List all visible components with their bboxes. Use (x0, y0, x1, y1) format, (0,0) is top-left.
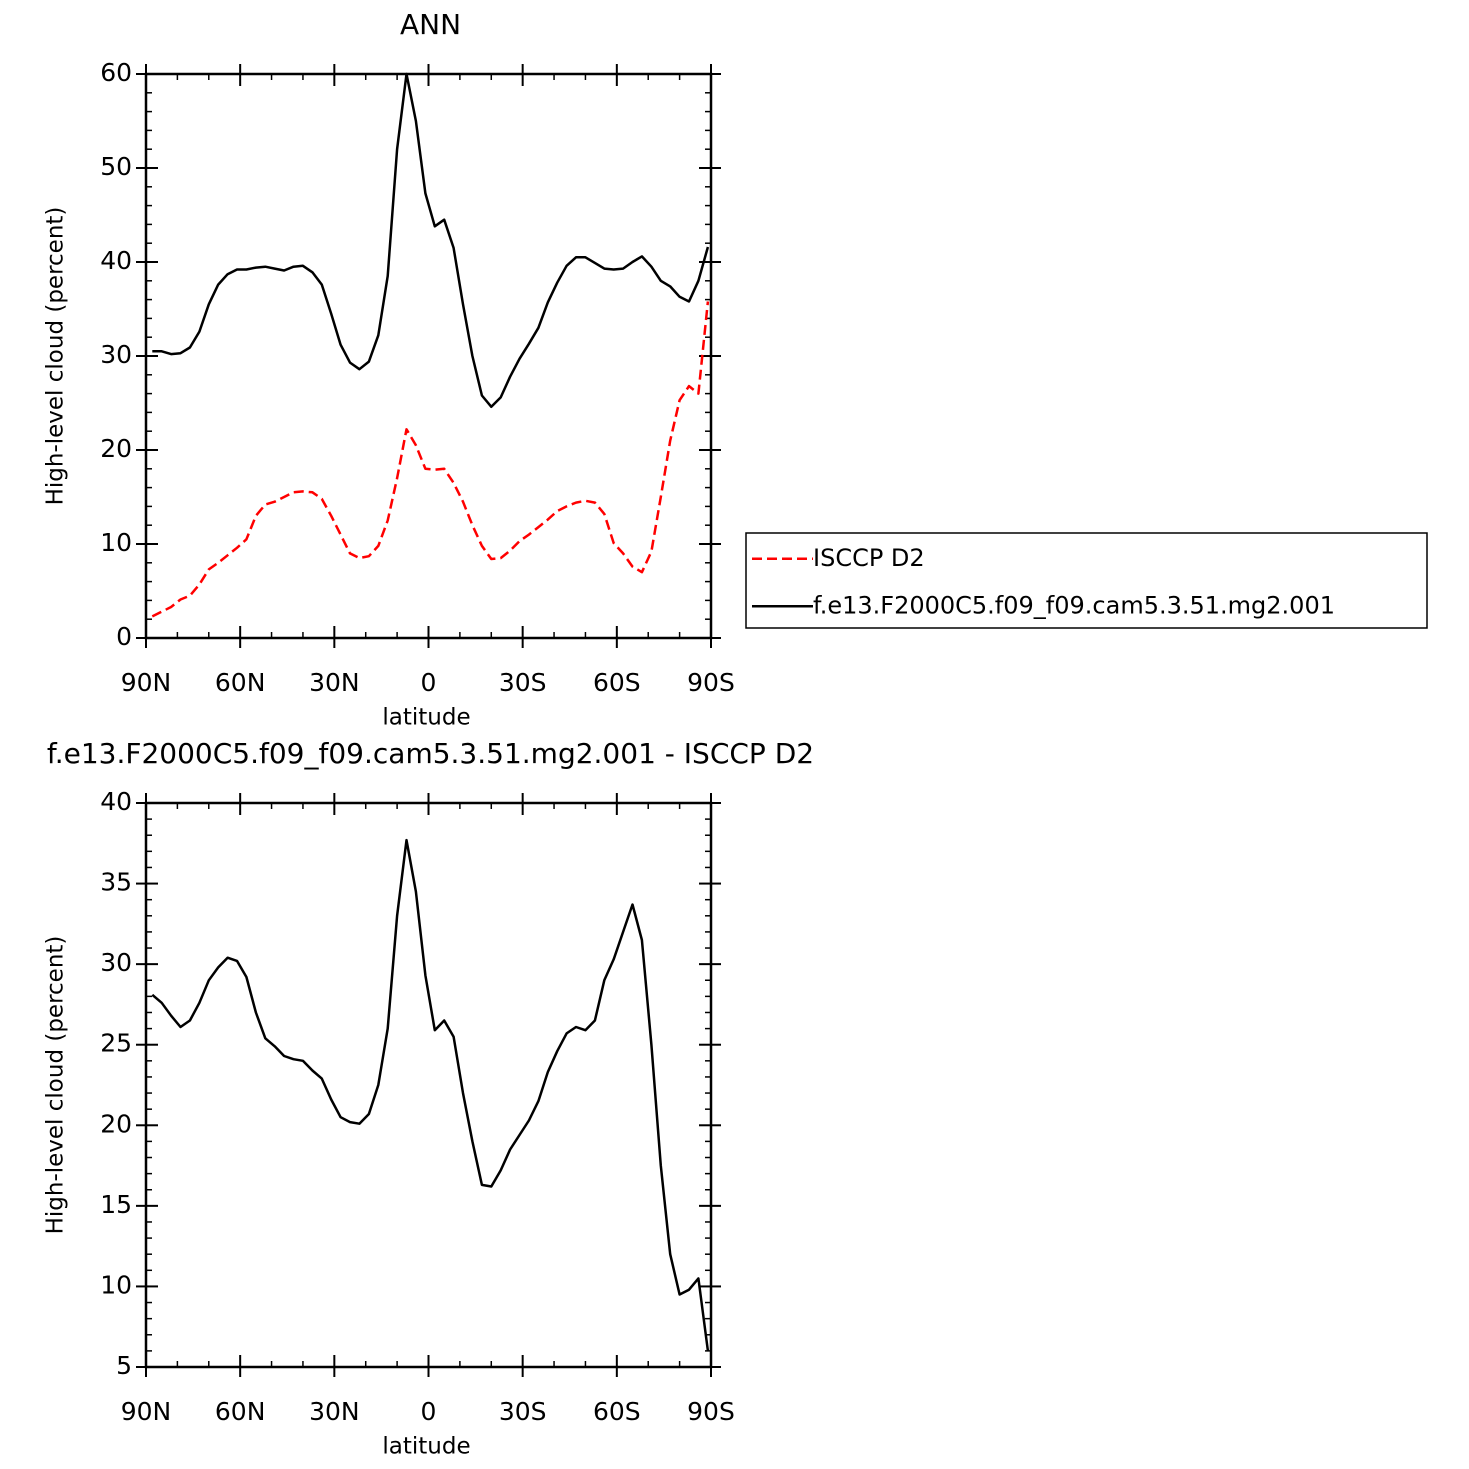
data-line (152, 72, 710, 409)
x-tick-label: 90S (687, 1397, 735, 1426)
legend-box (745, 532, 1428, 629)
y-tick-label: 15 (100, 1190, 132, 1219)
legend-label: f.e13.F2000C5.f09_f09.cam5.3.51.mg2.001 (813, 591, 1335, 619)
data-line (151, 838, 710, 1352)
y-tick-label: 5 (116, 1351, 132, 1380)
y-tick-label: 40 (100, 246, 132, 275)
x-tick-label: 60N (215, 1397, 266, 1426)
y-tick-label: 60 (100, 58, 132, 87)
y-tick-label: 25 (100, 1029, 132, 1058)
x-tick-label: 30S (499, 668, 547, 697)
x-tick-label: 90N (121, 1397, 172, 1426)
x-tick-label: 30S (499, 1397, 547, 1426)
y-tick-label: 30 (100, 948, 132, 977)
x-axis-label: latitude (382, 1434, 470, 1460)
legend-label: ISCCP D2 (813, 544, 925, 572)
x-tick-label: 60S (593, 1397, 641, 1426)
y-tick-label: 10 (100, 528, 132, 557)
y-tick-label: 40 (100, 787, 132, 816)
x-tick-label: 90S (687, 668, 735, 697)
x-axis-label: latitude (382, 705, 470, 731)
x-tick-label: 30N (309, 668, 360, 697)
chart-title: f.e13.F2000C5.f09_f09.cam5.3.51.mg2.001 … (47, 737, 814, 770)
x-tick-label: 60S (593, 668, 641, 697)
y-tick-label: 0 (116, 622, 132, 651)
y-axis-label: High-level cloud (percent) (43, 936, 69, 1235)
plot-frame (144, 801, 713, 1369)
x-tick-label: 90N (121, 668, 172, 697)
y-tick-label: 20 (100, 434, 132, 463)
y-tick-label: 35 (100, 868, 132, 897)
x-tick-label: 60N (215, 668, 266, 697)
x-tick-label: 30N (309, 1397, 360, 1426)
plot-frame (144, 72, 713, 640)
y-tick-label: 10 (100, 1270, 132, 1299)
y-tick-label: 50 (100, 152, 132, 181)
chart-title: ANN (400, 8, 461, 41)
y-axis-label: High-level cloud (percent) (43, 207, 69, 506)
x-tick-label: 0 (421, 668, 437, 697)
y-tick-label: 30 (100, 340, 132, 369)
x-tick-label: 0 (421, 1397, 437, 1426)
y-tick-label: 20 (100, 1109, 132, 1138)
data-line (151, 301, 710, 618)
